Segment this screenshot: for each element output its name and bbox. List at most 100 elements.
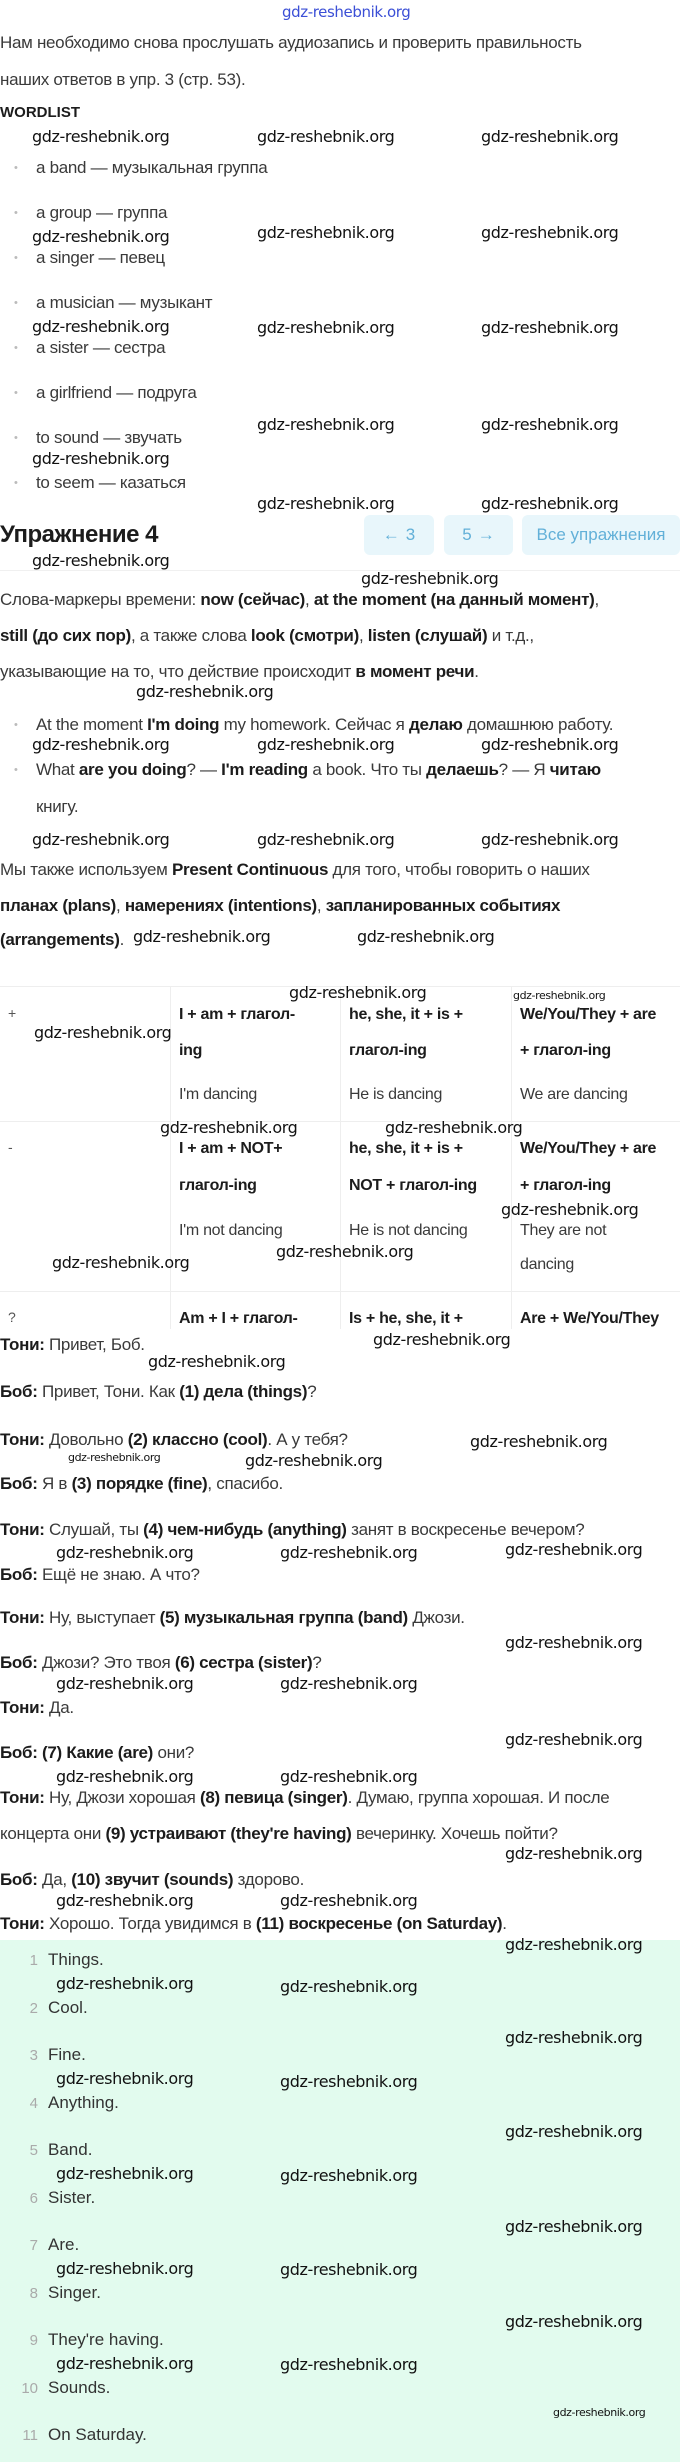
text: домашнюю работу. — [462, 715, 614, 734]
wordlist-item: a band — музыкальная группа — [14, 157, 268, 179]
bold-text: Боб: — [0, 1474, 38, 1493]
bold-text: намерениях (intentions) — [124, 896, 317, 915]
text: , спасибо. — [207, 1474, 283, 1493]
answer-item: 7 Are. — [0, 2234, 80, 2257]
dialogue-line: Тони: Довольно (2) классно (cool). А у т… — [0, 1429, 348, 1451]
bold-text: (arrangements) — [0, 930, 120, 949]
answer-item: 10 Sounds. — [0, 2377, 110, 2400]
watermark: gdz-reshebnik.org — [257, 494, 395, 513]
bold-text: в момент речи — [355, 662, 475, 681]
watermark: gdz-reshebnik.org — [148, 1352, 286, 1371]
dialogue-line: Тони: Да. — [0, 1697, 74, 1719]
text: Джози. — [407, 1608, 465, 1627]
text: . Думаю, группа хорошая. И после — [347, 1788, 610, 1807]
text: Джози? Это твоя — [37, 1653, 175, 1672]
prev-exercise-button[interactable]: ← 3 — [364, 515, 434, 555]
watermark: gdz-reshebnik.org — [32, 551, 170, 570]
bold-text: Боб: — [0, 1870, 38, 1889]
text: Ну, Джози хорошая — [44, 1788, 200, 1807]
text: . — [502, 1914, 507, 1933]
rule-text: глагол-ing — [179, 1177, 257, 1194]
watermark: gdz-reshebnik.org — [505, 1540, 643, 1559]
bold-text: Тони: — [0, 1788, 45, 1807]
answer-text: Band. — [48, 2140, 93, 2159]
watermark: gdz-reshebnik.org — [280, 2260, 418, 2279]
watermark: gdz-reshebnik.org — [56, 1974, 194, 1993]
answer-number: 1 — [29, 1952, 38, 1969]
watermark: gdz-reshebnik.org — [481, 318, 619, 337]
bold-text: читаю — [549, 760, 601, 779]
watermark: gdz-reshebnik.org — [553, 2406, 646, 2419]
text: a girlfriend — подруга — [36, 383, 197, 402]
rule-text: he, she, it + is + — [349, 1006, 463, 1023]
bold-text: now (сейчас) — [200, 590, 305, 609]
answer-number: 3 — [29, 2047, 38, 2064]
watermark: gdz-reshebnik.org — [289, 983, 427, 1002]
bold-text: Тони: — [0, 1698, 45, 1717]
next-exercise-button[interactable]: 5 → — [444, 515, 513, 555]
answer-item: 6 Sister. — [0, 2187, 96, 2210]
rule-text: + глагол-ing — [520, 1042, 611, 1059]
bold-text: Боб: — [0, 1382, 38, 1401]
answer-text: Anything. — [48, 2092, 119, 2112]
bold-text: at the moment (на данный момент) — [313, 590, 595, 609]
text: Хорошо. Тогда увидимся в — [44, 1914, 256, 1933]
example-text: He is dancing — [349, 1086, 443, 1103]
dialogue-line: концерта они (9) устраивают (they're hav… — [0, 1823, 558, 1845]
watermark: gdz-reshebnik.org — [245, 1451, 383, 1470]
watermark: gdz-reshebnik.org — [133, 927, 271, 946]
answer-item: 4 Anything. — [0, 2092, 119, 2115]
answer-text: Sounds. — [48, 2377, 111, 2397]
watermark: gdz-reshebnik.org — [257, 127, 395, 146]
bold-text: (6) сестра (sister) — [174, 1653, 313, 1672]
dialogue-line: Боб: Да, (10) звучит (sounds) здорово. — [0, 1869, 304, 1891]
table-cell: he, she, it + is + глагол-ing He is dancin… — [340, 987, 512, 1121]
bold-text: (1) — [179, 1382, 200, 1401]
future-use-line: планах (plans), намерениях (intentions),… — [0, 895, 560, 917]
site-watermark-logo: gdz-reshebnik.org — [282, 3, 411, 21]
text: наших ответов в упр. 3 (стр. 53). — [0, 70, 246, 89]
watermark: gdz-reshebnik.org — [56, 2259, 194, 2278]
watermark: gdz-reshebnik.org — [481, 494, 619, 513]
table-cell: he, she, it + is + NOT + глагол-ing He is … — [340, 1121, 512, 1291]
answer-text: Fine. — [48, 2045, 86, 2064]
text: Нам необходимо снова прослушать аудиозап… — [0, 33, 582, 52]
watermark: gdz-reshebnik.org — [505, 1935, 643, 1954]
divider — [0, 570, 680, 571]
text: здорово. — [233, 1870, 305, 1889]
watermark: gdz-reshebnik.org — [56, 1543, 194, 1562]
wordlist-title: WORDLIST — [0, 104, 80, 121]
answer-text: They're having. — [48, 2330, 164, 2349]
watermark: gdz-reshebnik.org — [56, 1674, 194, 1693]
rule-text: I + am + NOT+ — [179, 1140, 283, 1157]
bold-text: (10) звучит (sounds) — [71, 1870, 234, 1889]
theory-line: Слова-маркеры времени: now (сейчас), at … — [0, 589, 599, 611]
watermark: gdz-reshebnik.org — [32, 127, 170, 146]
text: . — [119, 930, 125, 949]
example-text: dancing — [520, 1256, 574, 1273]
text: a band — музыкальная группа — [36, 158, 268, 177]
example-item: At the moment I'm doing my homework. Сей… — [14, 714, 613, 736]
example-text: I'm not dancing — [179, 1222, 283, 1239]
wordlist-item: a girlfriend — подруга — [14, 382, 197, 404]
theory-line: указывающие на то, что действие происход… — [0, 661, 479, 683]
dialogue-line: Тони: Ну, выступает (5) музыкальная груп… — [0, 1607, 465, 1629]
bold-text: look (смотри) — [250, 626, 359, 645]
watermark: gdz-reshebnik.org — [505, 2028, 643, 2047]
table-cell: Are + We/You/They — [511, 1291, 680, 1329]
answer-number: 5 — [29, 2142, 38, 2159]
dialogue-line: Тони: Ну, Джози хорошая (8) певица (sing… — [0, 1787, 610, 1809]
text: to seem — казаться — [36, 473, 186, 492]
text: Привет, Боб. — [44, 1335, 145, 1354]
bold-text: (2) классно (cool) — [127, 1430, 268, 1449]
answer-item: 11 On Saturday. — [0, 2424, 147, 2447]
answer-number: 8 — [29, 2284, 38, 2302]
watermark: gdz-reshebnik.org — [136, 682, 274, 701]
example-text: We are dancing — [520, 1086, 628, 1103]
answer-number: 2 — [29, 1999, 38, 2017]
bold-text: (8) певица (singer) — [199, 1788, 348, 1807]
answer-text: Singer. — [48, 2282, 101, 2302]
all-exercises-button[interactable]: Все упражнения — [522, 515, 680, 555]
answer-text: On Saturday. — [48, 2425, 147, 2444]
answer-text: Sister. — [48, 2187, 96, 2207]
